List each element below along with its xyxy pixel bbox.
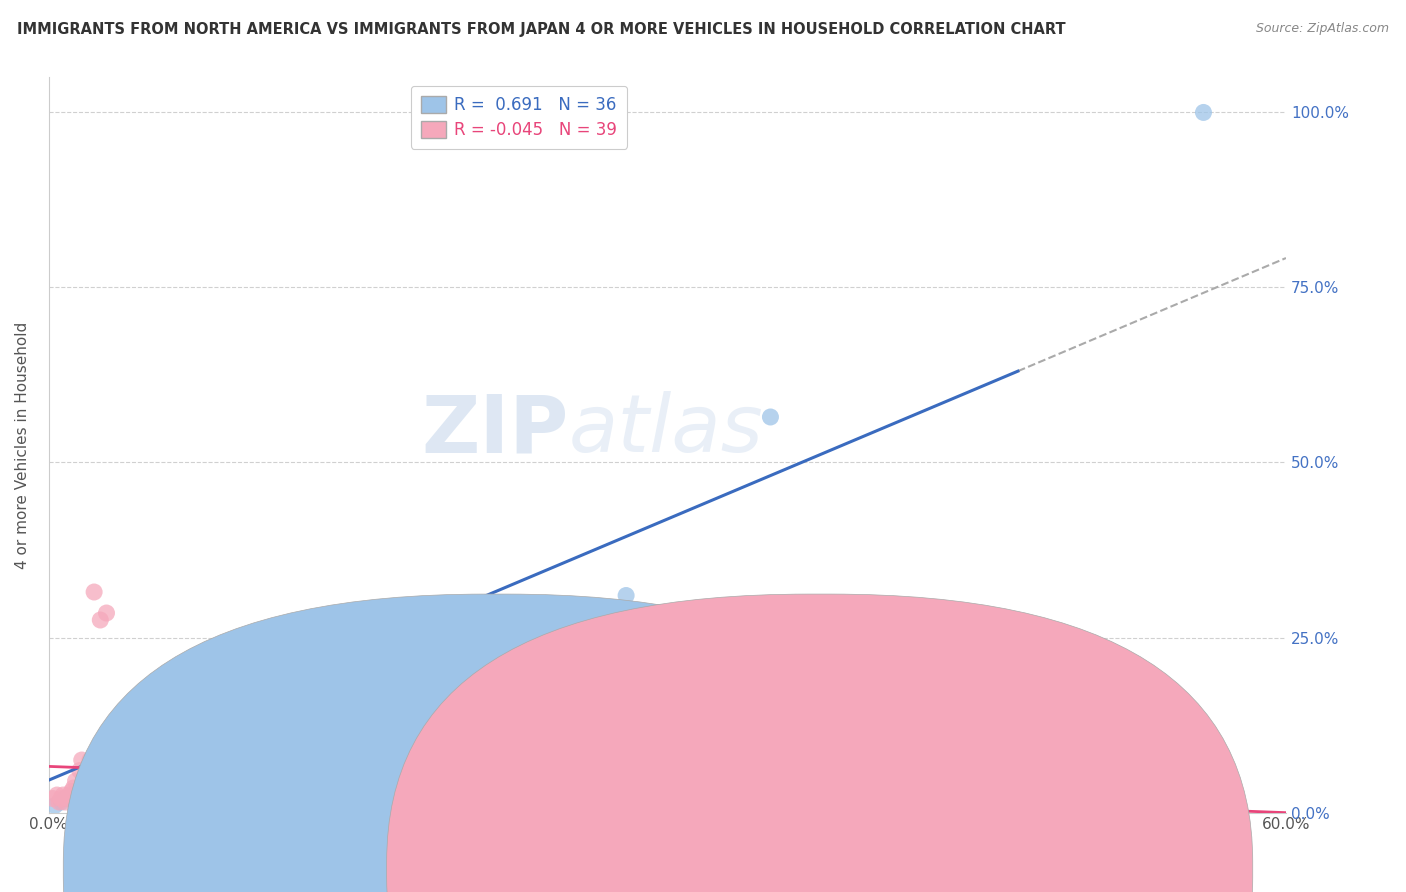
Point xyxy=(62,780,84,795)
Text: Immigrants from North America: Immigrants from North America xyxy=(520,863,754,877)
Point xyxy=(69,784,91,798)
Point xyxy=(264,644,287,658)
Point xyxy=(181,676,204,690)
Point xyxy=(136,788,159,802)
Point xyxy=(79,753,101,767)
Point xyxy=(44,798,66,813)
Point xyxy=(409,634,432,648)
Point xyxy=(77,760,100,774)
Point xyxy=(224,658,246,673)
Point xyxy=(62,788,84,802)
Point xyxy=(821,791,844,805)
Point xyxy=(104,767,127,781)
Point xyxy=(614,589,637,603)
Point xyxy=(657,788,679,802)
Point xyxy=(347,616,370,631)
Point xyxy=(450,620,472,634)
Point xyxy=(96,756,118,771)
Point xyxy=(162,690,184,704)
Point xyxy=(553,774,575,789)
Point xyxy=(56,791,79,805)
Point xyxy=(243,655,266,669)
Y-axis label: 4 or more Vehicles in Household: 4 or more Vehicles in Household xyxy=(15,321,30,568)
Point xyxy=(124,779,146,793)
Point xyxy=(100,760,122,774)
Point xyxy=(115,774,138,789)
Point xyxy=(388,602,411,616)
Text: atlas: atlas xyxy=(568,392,763,469)
Point xyxy=(49,791,72,805)
Point xyxy=(150,786,173,800)
Point xyxy=(141,790,163,805)
Point xyxy=(172,683,194,698)
Point xyxy=(162,753,184,767)
Point xyxy=(181,780,204,795)
Point xyxy=(759,409,782,424)
Point xyxy=(69,764,91,778)
Point xyxy=(83,585,105,599)
Point xyxy=(224,793,246,807)
Text: ZIP: ZIP xyxy=(422,392,568,469)
Point xyxy=(105,742,128,756)
Point xyxy=(904,718,927,732)
Point xyxy=(202,669,225,683)
Point xyxy=(141,707,163,722)
Point xyxy=(48,795,70,809)
Point xyxy=(52,788,75,802)
Point xyxy=(60,784,83,798)
Point xyxy=(89,767,111,781)
Point xyxy=(285,760,308,774)
Point xyxy=(70,753,93,767)
Point xyxy=(110,767,132,781)
Point xyxy=(285,634,308,648)
Point xyxy=(96,606,118,620)
Text: Immigrants from Japan: Immigrants from Japan xyxy=(844,863,1012,877)
Point xyxy=(42,791,65,805)
Point xyxy=(120,774,142,789)
Point xyxy=(53,795,76,809)
Point xyxy=(115,729,138,743)
Point xyxy=(305,627,328,641)
Point xyxy=(131,714,153,729)
Point xyxy=(49,795,72,809)
Point xyxy=(89,613,111,627)
Point xyxy=(120,725,142,739)
Point xyxy=(450,788,472,802)
Point xyxy=(46,788,69,802)
Point xyxy=(83,771,105,785)
Point xyxy=(100,753,122,767)
Text: Source: ZipAtlas.com: Source: ZipAtlas.com xyxy=(1256,22,1389,36)
Point xyxy=(53,791,76,805)
Legend: R =  0.691   N = 36, R = -0.045   N = 39: R = 0.691 N = 36, R = -0.045 N = 39 xyxy=(411,86,627,149)
Point xyxy=(58,788,80,802)
Point xyxy=(75,795,97,809)
Point xyxy=(491,599,513,613)
Text: IMMIGRANTS FROM NORTH AMERICA VS IMMIGRANTS FROM JAPAN 4 OR MORE VEHICLES IN HOU: IMMIGRANTS FROM NORTH AMERICA VS IMMIGRA… xyxy=(17,22,1066,37)
Point xyxy=(347,778,370,792)
Point xyxy=(150,697,173,711)
Point xyxy=(58,791,80,805)
Point xyxy=(75,764,97,778)
Point xyxy=(1171,795,1194,809)
Point xyxy=(131,783,153,797)
Point xyxy=(79,778,101,792)
Point xyxy=(1192,105,1215,120)
Point xyxy=(65,774,87,789)
